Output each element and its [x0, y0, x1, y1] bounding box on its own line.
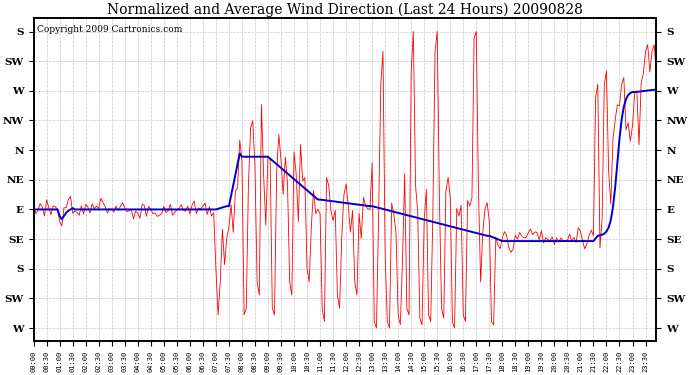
Title: Normalized and Average Wind Direction (Last 24 Hours) 20090828: Normalized and Average Wind Direction (L… [107, 3, 583, 17]
Text: Copyright 2009 Cartronics.com: Copyright 2009 Cartronics.com [37, 25, 182, 34]
